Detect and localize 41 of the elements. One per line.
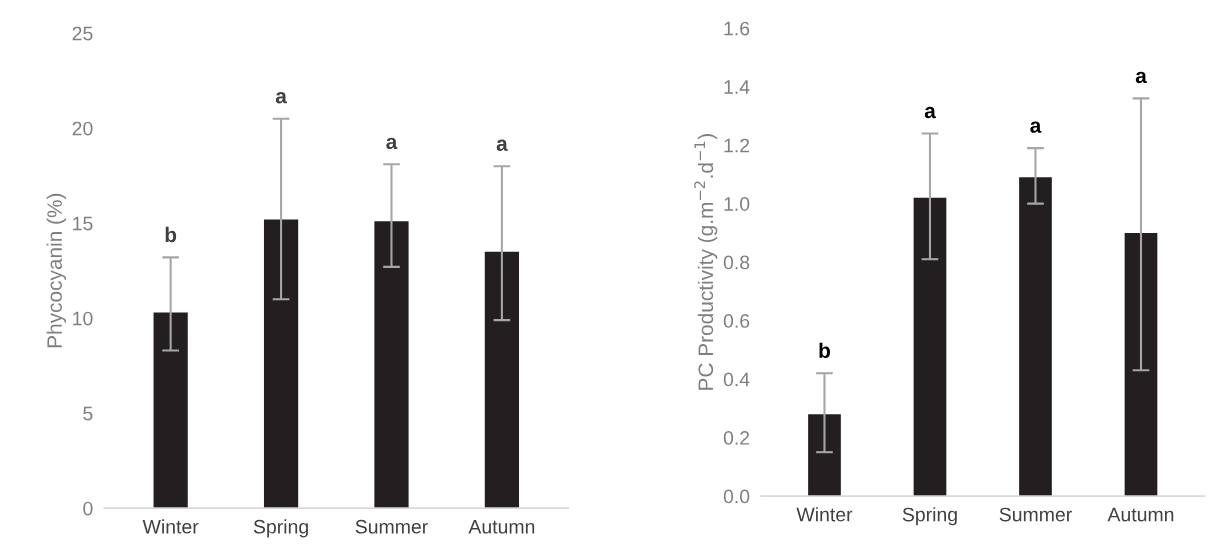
x-tick-label: Summer <box>999 507 1072 522</box>
x-tick-label: Autumn <box>1107 507 1174 522</box>
bar <box>1019 177 1052 497</box>
x-tick-label: Winter <box>142 519 199 534</box>
bar <box>374 221 409 509</box>
y-tick-label: 1.4 <box>724 80 750 94</box>
bar <box>484 251 520 509</box>
y-tick-label: 0.4 <box>723 372 750 387</box>
x-tick-label: Winter <box>796 507 853 522</box>
y-tick-label: 0.0 <box>723 489 750 504</box>
x-tick-label: Spring <box>902 507 957 526</box>
y-tick-label: 10 <box>73 311 93 326</box>
annotation: a <box>496 139 508 151</box>
bar <box>808 414 841 497</box>
y-tick-label: 5 <box>83 406 93 421</box>
y-axis-title: PC Productivity (g.m$^{−2}$.d$^{−1}$) <box>694 134 718 390</box>
annotation: b <box>819 342 830 358</box>
annotation: b <box>165 226 177 243</box>
bar <box>263 219 299 509</box>
x-tick-label: Spring <box>253 519 308 538</box>
annotation: a <box>1030 121 1042 133</box>
bar <box>913 197 947 497</box>
y-tick-label: 0.2 <box>723 431 750 445</box>
y-tick-label: 1.6 <box>724 21 750 36</box>
y-tick-label: 15 <box>73 216 93 231</box>
bar <box>1124 232 1158 497</box>
y-tick-label: 25 <box>72 26 93 41</box>
y-tick-label: 20 <box>72 121 93 136</box>
y-tick-label: 0.8 <box>723 255 750 270</box>
x-tick-label: Autumn <box>468 520 535 534</box>
y-tick-label: 0 <box>83 501 93 516</box>
annotation: a <box>275 92 287 104</box>
annotation: a <box>386 137 398 150</box>
y-axis-title: Phycocyanin (%) <box>46 193 67 348</box>
y-tick-label: 1.2 <box>724 138 750 153</box>
annotation: a <box>924 106 936 119</box>
y-tick-label: 0.6 <box>723 314 750 328</box>
y-tick-label: 1.0 <box>724 197 750 211</box>
x-tick-label: Summer <box>355 519 428 534</box>
annotation: a <box>1135 71 1147 84</box>
bar <box>153 312 188 509</box>
